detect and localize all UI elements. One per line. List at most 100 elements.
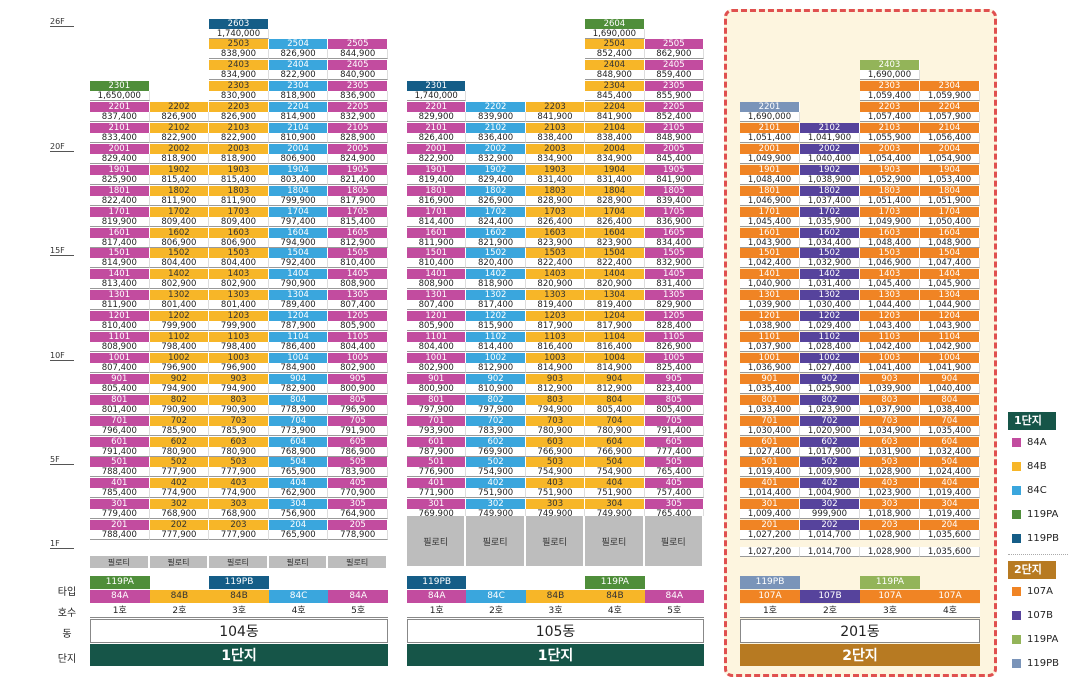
unit-number[interactable]: 1501 — [90, 248, 150, 259]
unit-number[interactable]: 1104 — [920, 332, 980, 342]
unit-number[interactable]: 604 — [268, 436, 329, 447]
unit-number[interactable]: 2105 — [328, 123, 388, 133]
unit-number[interactable]: 1904 — [585, 164, 645, 175]
unit-number[interactable]: 1603 — [525, 227, 586, 238]
unit-number[interactable]: 604 — [585, 436, 645, 447]
unit-number[interactable]: 2305 — [328, 81, 388, 92]
unit-number[interactable]: 401 — [407, 478, 467, 489]
unit-number[interactable]: 501 — [90, 457, 150, 468]
unit-number[interactable]: 2003 — [860, 143, 920, 154]
unit-number[interactable]: 1902 — [149, 164, 210, 175]
unit-number[interactable]: 302 — [800, 499, 860, 510]
unit-number[interactable]: 1702 — [149, 206, 210, 217]
unit-number[interactable]: 1303 — [860, 290, 920, 301]
unit-number[interactable]: 802 — [149, 394, 210, 405]
unit-number[interactable]: 704 — [920, 415, 980, 426]
unit-number[interactable]: 305 — [328, 499, 388, 510]
unit-number[interactable]: 805 — [328, 394, 388, 405]
unit-number[interactable]: 1001 — [407, 352, 467, 363]
unit-number[interactable]: 204 — [268, 520, 329, 531]
unit-number[interactable]: 1305 — [328, 290, 388, 301]
unit-number[interactable]: 2101 — [407, 123, 467, 133]
unit-number[interactable]: 2403 — [209, 60, 269, 71]
unit-number[interactable]: 303 — [860, 499, 920, 510]
unit-number[interactable]: 1501 — [740, 248, 800, 259]
unit-number[interactable]: 2202 — [149, 102, 210, 113]
unit-number[interactable]: 2303 — [209, 81, 269, 92]
unit-number[interactable]: 402 — [149, 478, 210, 489]
unit-number[interactable]: 1203 — [860, 311, 920, 322]
unit-number[interactable]: 2305 — [644, 81, 704, 92]
unit-number[interactable]: 1502 — [800, 248, 860, 259]
unit-number[interactable]: 1302 — [800, 290, 860, 301]
unit-number[interactable]: 503 — [860, 457, 920, 468]
unit-number[interactable]: 802 — [466, 394, 526, 405]
unit-number[interactable]: 2204 — [920, 102, 980, 113]
unit-number[interactable]: 1601 — [407, 227, 467, 238]
unit-number[interactable]: 505 — [644, 457, 704, 468]
unit-number[interactable]: 2103 — [209, 123, 269, 133]
unit-number[interactable]: 1901 — [407, 164, 467, 175]
unit-number[interactable]: 2102 — [149, 123, 210, 133]
unit-number[interactable]: 1404 — [920, 269, 980, 280]
unit-number[interactable]: 1401 — [407, 269, 467, 280]
unit-number[interactable]: 1102 — [149, 332, 210, 342]
unit-number[interactable]: 404 — [920, 478, 980, 489]
unit-number[interactable]: 1804 — [585, 185, 645, 196]
unit-number[interactable]: 1205 — [644, 311, 704, 322]
unit-number[interactable]: 2005 — [644, 143, 704, 154]
penthouse-unit-number[interactable]: 2603 — [209, 18, 269, 29]
unit-number[interactable]: 1804 — [268, 185, 329, 196]
unit-number[interactable]: 2505 — [328, 39, 388, 50]
unit-number[interactable]: 1302 — [149, 290, 210, 301]
unit-number[interactable]: 403 — [860, 478, 920, 489]
unit-number[interactable]: 605 — [328, 436, 388, 447]
unit-number[interactable]: 1405 — [644, 269, 704, 280]
unit-number[interactable]: 1404 — [268, 269, 329, 280]
unit-number[interactable]: 504 — [920, 457, 980, 468]
unit-number[interactable]: 2204 — [585, 102, 645, 113]
unit-number[interactable]: 705 — [328, 415, 388, 426]
unit-number[interactable]: 201 — [740, 520, 800, 531]
unit-number[interactable]: 304 — [268, 499, 329, 510]
unit-number[interactable]: 1602 — [466, 227, 526, 238]
unit-number[interactable]: 1103 — [209, 332, 269, 342]
unit-number[interactable]: 1201 — [90, 311, 150, 322]
unit-number[interactable]: 804 — [268, 394, 329, 405]
unit-number[interactable]: 2201 — [407, 102, 467, 113]
unit-number[interactable]: 1402 — [149, 269, 210, 280]
unit-number[interactable]: 501 — [407, 457, 467, 468]
unit-number[interactable]: 1802 — [800, 185, 860, 196]
unit-number[interactable]: 2003 — [209, 143, 269, 154]
unit-number[interactable]: 301 — [740, 499, 800, 510]
unit-number[interactable]: 601 — [407, 436, 467, 447]
unit-number[interactable]: 801 — [90, 394, 150, 405]
unit-number[interactable]: 704 — [585, 415, 645, 426]
unit-number[interactable]: 1003 — [860, 352, 920, 363]
unit-number[interactable]: 703 — [525, 415, 586, 426]
unit-number[interactable]: 1902 — [800, 164, 860, 175]
unit-number[interactable]: 303 — [525, 499, 586, 510]
unit-number[interactable]: 2002 — [149, 143, 210, 154]
unit-number[interactable]: 1101 — [90, 332, 150, 342]
unit-number[interactable]: 401 — [90, 478, 150, 489]
unit-number[interactable]: 1005 — [328, 352, 388, 363]
unit-number[interactable]: 1302 — [466, 290, 526, 301]
unit-number[interactable]: 1801 — [90, 185, 150, 196]
unit-number[interactable]: 705 — [644, 415, 704, 426]
unit-number[interactable]: 2001 — [90, 143, 150, 154]
unit-number[interactable]: 201 — [90, 520, 150, 531]
unit-number[interactable]: 1103 — [860, 332, 920, 342]
unit-number[interactable]: 1805 — [328, 185, 388, 196]
unit-number[interactable]: 701 — [90, 415, 150, 426]
unit-number[interactable]: 803 — [209, 394, 269, 405]
unit-number[interactable]: 1401 — [740, 269, 800, 280]
unit-number[interactable]: 1501 — [407, 248, 467, 259]
unit-number[interactable]: 2504 — [268, 39, 329, 50]
unit-number[interactable]: 903 — [525, 373, 586, 384]
unit-number[interactable]: 304 — [585, 499, 645, 510]
unit-number[interactable]: 1802 — [149, 185, 210, 196]
unit-number[interactable]: 501 — [740, 457, 800, 468]
unit-number[interactable]: 701 — [740, 415, 800, 426]
unit-number[interactable]: 1303 — [525, 290, 586, 301]
